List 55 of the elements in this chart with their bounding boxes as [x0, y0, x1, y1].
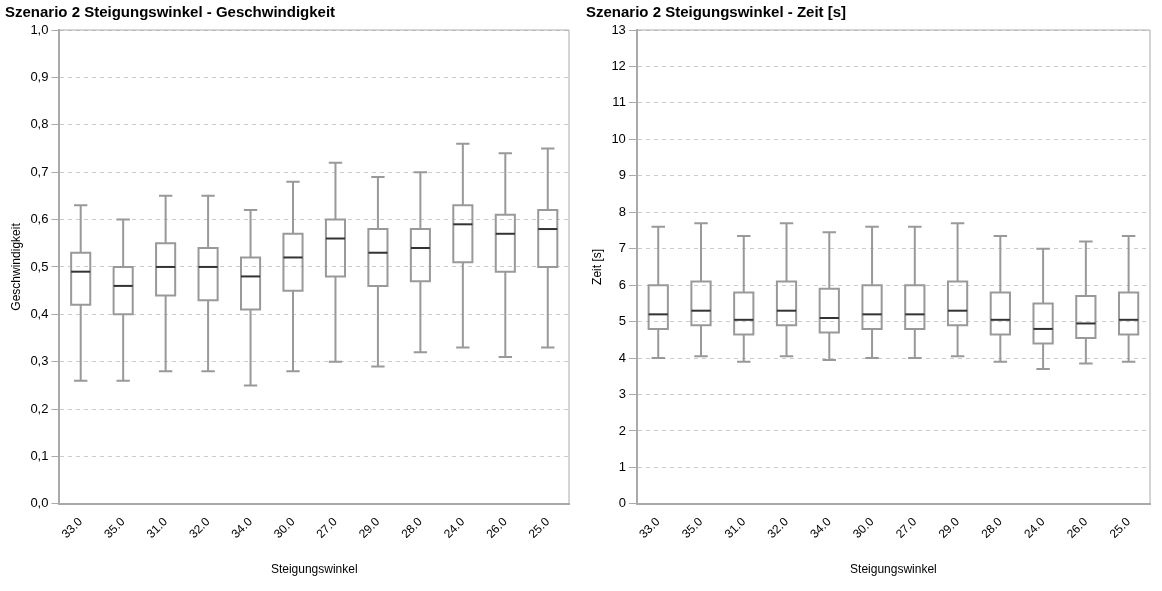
y-tick-label: 0,1	[30, 448, 49, 464]
y-tick-label: 0,9	[30, 68, 49, 84]
y-tick-label: 0,8	[30, 116, 49, 132]
x-tick-label: 29.0	[355, 514, 383, 541]
y-tick-label: 0,0	[30, 495, 49, 511]
x-tick-label: 34.0	[228, 514, 256, 541]
x-tick-label: 24.0	[1021, 514, 1048, 541]
y-tick-label: 0,5	[30, 258, 49, 274]
x-tick-label: 27.0	[313, 514, 341, 541]
x-tick-label: 26.0	[483, 514, 510, 541]
chart-title: Szenario 2 Steigungswinkel - Zeit [s]	[586, 3, 847, 21]
y-tick-label: 0,2	[30, 400, 49, 416]
x-axis-title: Steigungswinkel	[270, 562, 358, 577]
y-tick-label: 6	[618, 276, 626, 292]
x-tick-label: 35.0	[101, 514, 128, 541]
y-tick-label: 0,3	[30, 353, 49, 369]
y-tick-label: 4	[618, 349, 626, 365]
y-tick-label: 0,4	[30, 305, 49, 321]
y-tick-label: 7	[618, 240, 626, 256]
x-tick-label: 29.0	[935, 514, 963, 541]
x-tick-label: 24.0	[440, 514, 468, 541]
x-tick-label: 32.0	[186, 514, 213, 541]
x-tick-label: 30.0	[271, 514, 298, 541]
y-tick-label: 11	[612, 94, 626, 110]
x-tick-label: 28.0	[978, 514, 1006, 541]
y-tick-label: 0,7	[30, 163, 49, 179]
y-tick-label: 8	[618, 203, 626, 219]
x-tick-label: 25.0	[525, 514, 553, 541]
y-tick-label: 3	[618, 386, 626, 402]
y-tick-label: 12	[611, 58, 626, 74]
y-tick-label: 10	[611, 130, 626, 146]
x-tick-label: 31.0	[721, 514, 749, 541]
y-tick-label: 1	[618, 459, 626, 475]
x-axis-title: Steigungswinkel	[850, 562, 937, 577]
x-tick-label: 31.0	[143, 514, 171, 541]
x-tick-label: 34.0	[807, 514, 834, 541]
y-axis-title: Geschwindigkeit	[8, 222, 23, 311]
x-tick-label: 33.0	[58, 514, 86, 541]
x-tick-label: 33.0	[636, 514, 663, 541]
y-tick-label: 13	[611, 21, 626, 37]
y-tick-label: 0,6	[30, 211, 49, 227]
y-axis-title: Zeit [s]	[589, 248, 604, 285]
x-tick-label: 25.0	[1106, 514, 1134, 541]
y-tick-label: 5	[618, 313, 626, 329]
x-tick-label: 32.0	[764, 514, 792, 541]
y-tick-label: 1,0	[30, 21, 49, 37]
x-tick-label: 30.0	[850, 514, 877, 541]
y-tick-label: 0	[618, 495, 626, 511]
y-tick-label: 9	[618, 167, 626, 183]
y-tick-label: 2	[618, 422, 626, 438]
x-tick-label: 28.0	[398, 514, 426, 541]
x-tick-label: 26.0	[1063, 514, 1091, 541]
x-tick-label: 35.0	[679, 514, 706, 541]
x-tick-label: 27.0	[892, 514, 920, 541]
chart-title: Szenario 2 Steigungswinkel - Geschwindigkeit	[5, 3, 336, 21]
